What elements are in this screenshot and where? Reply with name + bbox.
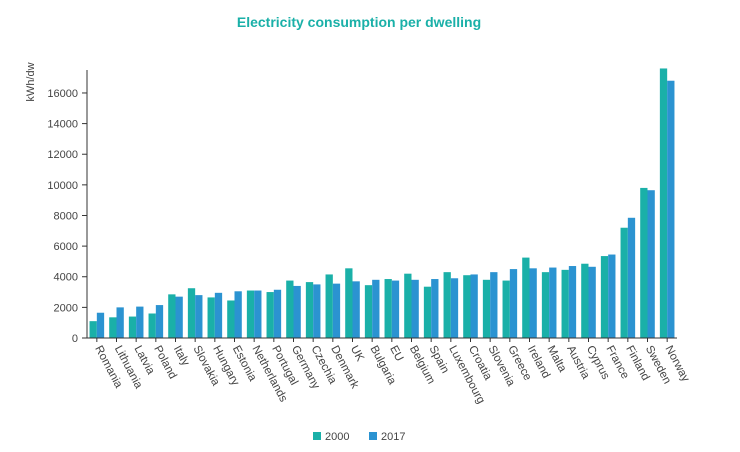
bar-2000-malta bbox=[541, 272, 550, 338]
bar-2017-austria bbox=[568, 266, 577, 338]
bar-2017-poland bbox=[155, 305, 164, 338]
bar-2017-portugal bbox=[273, 289, 282, 338]
bar-2017-romania bbox=[96, 312, 105, 338]
bar-2000-czechia bbox=[305, 282, 314, 338]
y-tick-label: 8000 bbox=[54, 210, 78, 222]
bar-2000-cyprus bbox=[581, 263, 589, 338]
bar-2017-latvia bbox=[136, 306, 144, 338]
bar-2000-latvia bbox=[128, 316, 137, 338]
bar-2017-eu bbox=[391, 280, 400, 338]
x-tick-label: UK bbox=[348, 344, 366, 364]
y-tick-label: 4000 bbox=[54, 272, 78, 284]
bar-2017-slovenia bbox=[490, 272, 498, 338]
bar-2017-ireland bbox=[529, 268, 537, 338]
y-axis-label: kWh/dw bbox=[25, 62, 37, 101]
bar-2000-denmark bbox=[325, 274, 333, 338]
bar-2017-uk bbox=[352, 281, 360, 338]
y-tick-label: 10000 bbox=[47, 180, 78, 192]
bar-2000-eu bbox=[384, 279, 392, 338]
bar-2017-bulgaria bbox=[372, 279, 380, 338]
bar-2000-bulgaria bbox=[364, 285, 373, 338]
bar-2000-finland bbox=[620, 227, 628, 338]
bar-2000-belgium bbox=[404, 273, 412, 338]
bar-2000-norway bbox=[659, 68, 668, 339]
y-tick-label: 14000 bbox=[47, 119, 78, 131]
y-tick-label: 2000 bbox=[54, 302, 78, 314]
bar-2017-germany bbox=[293, 285, 301, 338]
bar-2017-malta bbox=[549, 267, 557, 338]
legend-label-2017: 2017 bbox=[381, 431, 405, 443]
bar-2017-netherlands bbox=[254, 290, 262, 338]
bar-2000-italy bbox=[168, 294, 176, 338]
bar-2017-belgium bbox=[411, 279, 419, 338]
bar-2000-france bbox=[600, 256, 609, 338]
bar-2000-slovenia bbox=[482, 279, 491, 338]
bar-2000-estonia bbox=[227, 300, 235, 338]
bar-2000-germany bbox=[286, 280, 294, 338]
bar-2000-portugal bbox=[266, 292, 274, 338]
bar-2000-austria bbox=[561, 269, 569, 338]
bar-series-group bbox=[89, 68, 675, 339]
legend-swatch-2000 bbox=[313, 432, 321, 440]
bar-2000-luxembourg bbox=[443, 272, 451, 338]
bar-2017-denmark bbox=[332, 283, 341, 338]
y-tick-label: 16000 bbox=[47, 88, 78, 100]
legend-label-2000: 2000 bbox=[325, 431, 349, 443]
x-tick-label: EU bbox=[387, 344, 405, 364]
bar-2017-greece bbox=[509, 269, 518, 338]
bar-2000-lithuania bbox=[109, 317, 117, 338]
bar-2017-estonia bbox=[234, 291, 242, 338]
bar-2000-ireland bbox=[522, 257, 530, 338]
y-tick-label: 6000 bbox=[54, 241, 78, 253]
bar-2000-netherlands bbox=[246, 290, 255, 338]
bar-2017-finland bbox=[627, 217, 636, 338]
bar-2017-france bbox=[608, 254, 616, 338]
bar-2017-croatia bbox=[470, 274, 478, 338]
bar-2017-slovakia bbox=[195, 295, 203, 338]
bar-2017-spain bbox=[431, 279, 439, 338]
bar-2017-luxembourg bbox=[450, 278, 459, 338]
y-tick-label: 12000 bbox=[47, 149, 78, 161]
bar-2000-spain bbox=[423, 286, 432, 338]
bar-2017-cyprus bbox=[588, 266, 596, 338]
y-tick-label: 0 bbox=[72, 333, 78, 345]
bar-2000-hungary bbox=[207, 297, 215, 338]
bar-2000-uk bbox=[345, 268, 353, 338]
chart-title: Electricity consumption per dwelling bbox=[237, 14, 481, 30]
legend-swatch-2017 bbox=[369, 432, 377, 440]
bar-2000-greece bbox=[502, 280, 510, 338]
y-axis: 0 2000 4000 6000 8000 10000 12000 14000 16000 bbox=[47, 70, 88, 345]
bar-2017-czechia bbox=[313, 284, 321, 338]
bar-2000-romania bbox=[89, 321, 97, 338]
bar-2000-poland bbox=[148, 313, 156, 338]
bar-2000-croatia bbox=[463, 275, 471, 338]
bar-2017-norway bbox=[667, 80, 675, 338]
bar-2017-italy bbox=[175, 296, 183, 338]
legend: 2000 2017 bbox=[313, 431, 405, 443]
bar-2000-slovakia bbox=[187, 288, 196, 338]
bar-2017-sweden bbox=[647, 190, 655, 338]
bar-2000-sweden bbox=[640, 187, 648, 338]
bar-2017-lithuania bbox=[116, 307, 124, 338]
bar-2017-hungary bbox=[214, 292, 223, 338]
